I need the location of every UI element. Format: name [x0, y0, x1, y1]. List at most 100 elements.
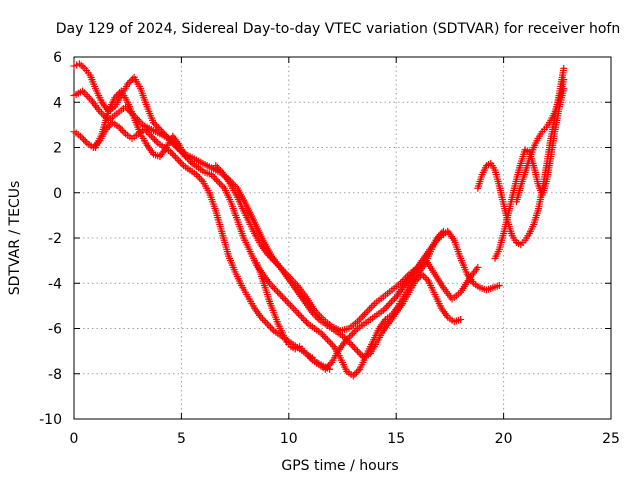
interp-point	[352, 345, 360, 353]
data-point	[70, 62, 78, 70]
interp-point	[349, 330, 357, 338]
data-point	[311, 325, 319, 332]
data-point	[231, 189, 239, 197]
interp-point	[274, 288, 282, 296]
interp-point	[364, 307, 372, 315]
interp-point	[301, 317, 309, 325]
interp-point	[215, 165, 223, 173]
series-track-e	[253, 261, 331, 372]
data-point	[399, 300, 407, 308]
interp-point	[152, 137, 160, 145]
interp-point	[351, 370, 359, 378]
data-point	[414, 263, 422, 271]
data-point	[465, 275, 473, 283]
data-point	[547, 153, 555, 161]
data-point	[283, 272, 291, 280]
interp-point	[211, 174, 219, 182]
data-point	[427, 248, 435, 256]
data-point	[470, 279, 478, 287]
interp-point	[283, 298, 291, 306]
data-point	[336, 354, 344, 362]
y-tick-label: 4	[53, 95, 62, 111]
data-point	[162, 144, 170, 151]
interp-point	[260, 317, 268, 325]
interp-point	[282, 296, 290, 304]
interp-point	[270, 284, 278, 292]
data-point	[530, 144, 538, 151]
data-point	[270, 309, 278, 317]
axis-ticks	[73, 56, 612, 420]
data-point	[173, 155, 181, 163]
interp-point	[120, 128, 128, 136]
data-point	[424, 277, 432, 285]
data-point	[482, 162, 490, 170]
data-point	[122, 130, 130, 138]
data-point	[534, 207, 542, 215]
interp-point	[413, 275, 421, 283]
data-point	[212, 207, 220, 215]
data-point	[261, 284, 269, 292]
y-tick-label: 2	[53, 141, 62, 157]
data-point	[508, 232, 516, 240]
interp-point	[149, 134, 157, 142]
data-point	[169, 132, 177, 140]
interp-point	[80, 89, 88, 97]
data-point	[207, 171, 215, 179]
y-tick-label: -2	[48, 231, 62, 247]
data-point	[244, 293, 252, 301]
data-point	[87, 96, 95, 104]
series-track-d	[213, 163, 462, 360]
interp-point	[171, 153, 179, 161]
data-point	[437, 304, 445, 312]
interp-point	[344, 337, 352, 345]
data-point	[534, 134, 542, 142]
data-point	[422, 257, 430, 265]
data-point	[360, 320, 368, 328]
data-point	[186, 166, 194, 174]
y-axis-label: SDTVAR / TECUs	[7, 181, 23, 296]
data-point	[205, 189, 213, 197]
data-point	[298, 313, 306, 321]
data-point	[482, 286, 490, 294]
data-point	[517, 182, 525, 190]
data-point	[220, 184, 228, 192]
x-tick-label: 25	[602, 431, 620, 447]
data-point	[117, 87, 125, 95]
data-point	[285, 300, 293, 308]
interp-point	[367, 303, 375, 311]
interp-point	[310, 310, 318, 318]
interp-point	[366, 305, 374, 313]
data-point	[149, 119, 157, 127]
data-point	[263, 250, 271, 258]
interp-point	[81, 137, 89, 145]
interp-point	[209, 172, 217, 180]
data-point	[405, 270, 413, 278]
interp-point	[288, 303, 296, 311]
series-track-h	[513, 78, 567, 204]
data-point	[244, 216, 252, 224]
data-point	[547, 116, 555, 124]
interp-point	[325, 338, 333, 346]
x-tick-label: 10	[280, 431, 298, 447]
interp-point	[352, 369, 360, 377]
data-point	[81, 64, 89, 72]
interp-point	[435, 232, 443, 240]
data-point	[560, 76, 568, 84]
data-point	[321, 363, 329, 371]
data-point	[137, 130, 145, 138]
x-axis-label: GPS time / hours	[281, 458, 398, 474]
data-point	[270, 257, 278, 265]
data-point	[512, 239, 520, 247]
data-point	[323, 336, 331, 344]
data-point	[418, 270, 426, 278]
interp-point	[84, 92, 92, 100]
interp-point	[296, 311, 304, 319]
interp-point	[349, 342, 357, 350]
data-point	[388, 286, 396, 294]
x-tick-label: 15	[387, 431, 405, 447]
interp-point	[421, 274, 429, 282]
data-point	[315, 315, 323, 323]
data-point	[457, 315, 465, 323]
data-point	[379, 293, 387, 301]
